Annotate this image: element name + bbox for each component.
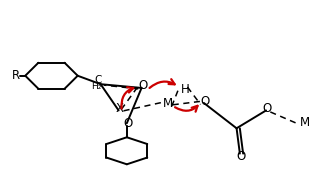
Text: O: O — [263, 102, 272, 115]
Text: O: O — [237, 150, 246, 163]
Text: C: C — [94, 75, 102, 85]
Text: O: O — [123, 117, 133, 130]
Text: M: M — [300, 116, 310, 129]
Text: H₂: H₂ — [91, 82, 102, 91]
Text: M: M — [164, 97, 173, 110]
Text: H: H — [181, 83, 190, 96]
Text: O: O — [138, 79, 147, 92]
Text: X: X — [115, 102, 123, 115]
Text: O: O — [200, 94, 210, 108]
Text: R: R — [12, 69, 20, 82]
